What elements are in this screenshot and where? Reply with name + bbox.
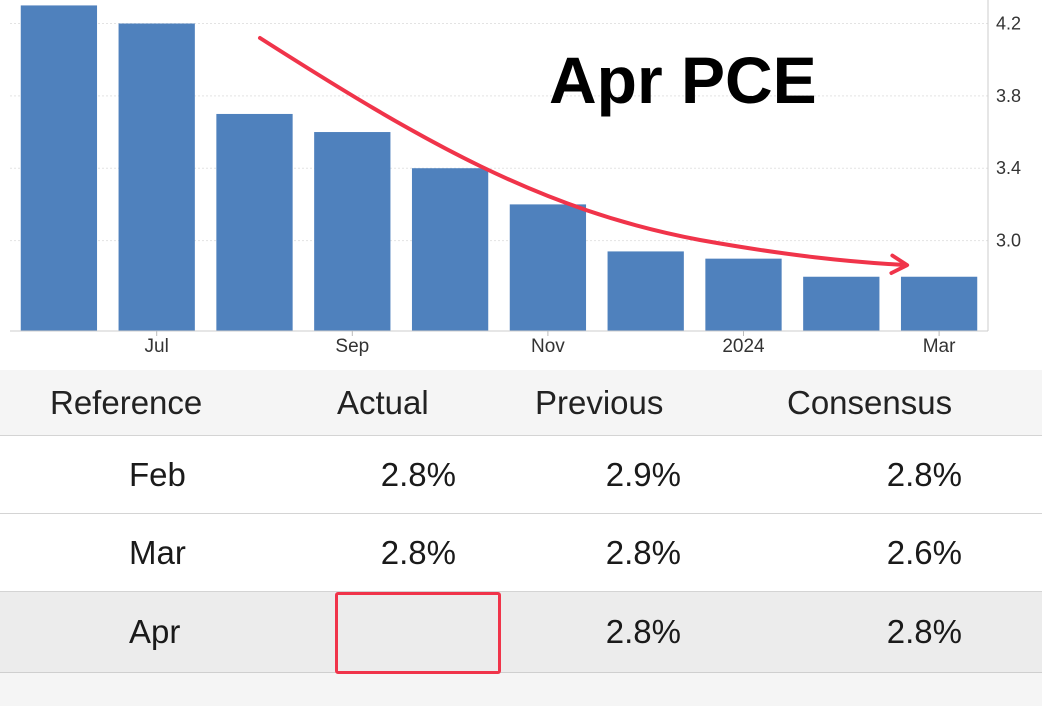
bar-feb — [803, 276, 880, 331]
x-ticks: Jul Sep Nov 2024 Mar — [145, 331, 956, 357]
x-tick-label: 2024 — [722, 336, 765, 357]
bar-nov — [509, 204, 587, 331]
cell-reference: Apr — [129, 613, 181, 650]
cell-actual: 2.8% — [380, 533, 456, 571]
y-ticks: 4.2 3.8 3.4 3.0 — [996, 14, 1021, 251]
cell-previous: 2.8% — [605, 533, 681, 571]
gridlines — [10, 23, 988, 242]
header-consensus: Consensus — [787, 383, 953, 421]
bar-2024 — [705, 258, 782, 331]
chart-title: Apr PCE — [549, 43, 817, 117]
cell-consensus: 2.6% — [886, 533, 962, 571]
bars — [20, 5, 978, 331]
trend-arrow — [258, 36, 910, 275]
table-row: Mar 2.8% 2.8% 2.6% — [0, 514, 1042, 592]
x-tick-label: Jul — [145, 336, 169, 357]
bar-mar — [900, 276, 978, 331]
y-tick-label: 4.2 — [996, 14, 1021, 34]
cell-reference: Feb — [129, 455, 186, 493]
bar-jul — [118, 23, 195, 331]
y-tick-label: 3.0 — [996, 231, 1021, 251]
bar-jun — [20, 5, 98, 331]
cell-previous: 2.9% — [605, 455, 681, 493]
cell-reference: Mar — [129, 533, 186, 571]
table-header-row: Reference Actual Previous Consensus — [0, 370, 1042, 436]
header-reference: Reference — [50, 383, 203, 421]
y-tick-label: 3.8 — [996, 86, 1021, 106]
y-tick-label: 3.4 — [996, 158, 1021, 178]
data-table: Reference Actual Previous Consensus Feb … — [0, 370, 1042, 706]
actual-highlight-box — [335, 592, 501, 674]
x-tick-label: Mar — [923, 336, 956, 357]
bar-sep — [314, 132, 391, 331]
cell-actual: 2.8% — [380, 455, 456, 493]
table-row-highlighted: Apr 2.8% 2.8% — [0, 592, 1042, 673]
bar-dec — [607, 251, 684, 331]
bar-aug — [216, 113, 293, 331]
table-row: Feb 2.8% 2.9% 2.8% — [0, 436, 1042, 514]
cell-previous: 2.8% — [605, 613, 681, 650]
chart-area: 4.2 3.8 3.4 3.0 Jul Sep Nov 2024 Mar Apr PCE — [10, 0, 1022, 357]
table-footer — [0, 673, 1042, 706]
header-previous: Previous — [535, 383, 664, 421]
x-tick-label: Nov — [531, 336, 565, 357]
header-actual: Actual — [337, 383, 429, 421]
cell-consensus: 2.8% — [886, 613, 962, 650]
bar-oct — [411, 168, 489, 331]
cell-consensus: 2.8% — [886, 455, 962, 493]
x-tick-label: Sep — [335, 336, 369, 357]
chart-svg: 4.2 3.8 3.4 3.0 Jul Sep Nov 2024 Mar Apr PCE — [10, 0, 1021, 357]
